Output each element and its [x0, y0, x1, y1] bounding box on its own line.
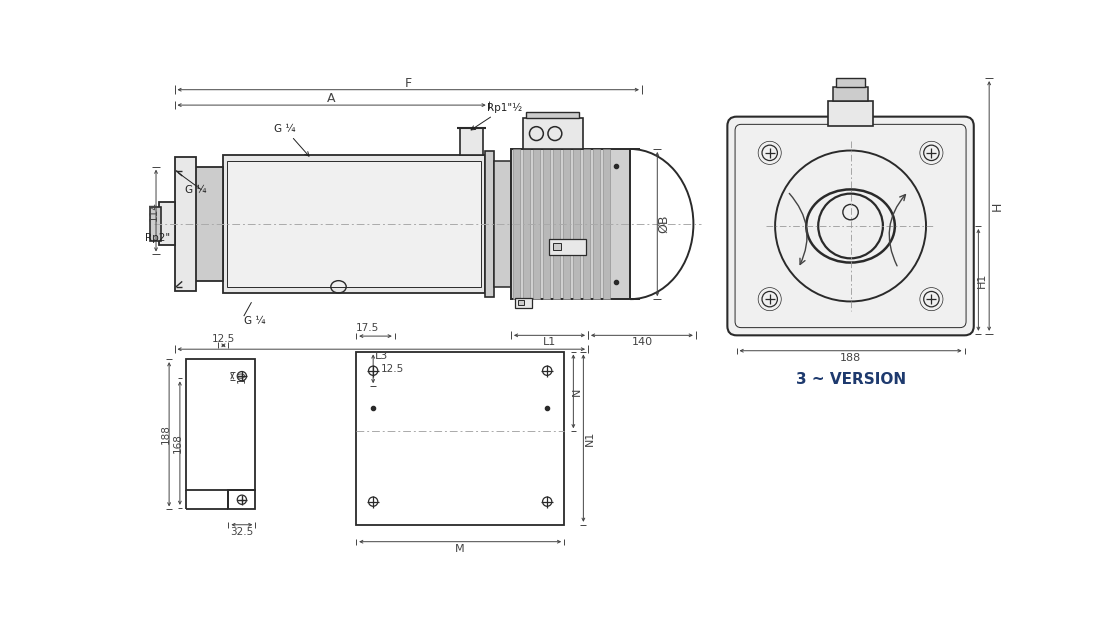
Bar: [226, 161, 481, 287]
Text: 12.5: 12.5: [212, 334, 235, 344]
Bar: [592, 149, 600, 299]
Bar: [737, 326, 964, 334]
Text: 168: 168: [173, 433, 183, 453]
Bar: [513, 149, 521, 299]
Bar: [523, 149, 531, 299]
Bar: [553, 243, 561, 250]
Text: L1: L1: [543, 337, 556, 347]
Bar: [494, 161, 511, 287]
Bar: [573, 149, 580, 299]
Text: 140: 140: [631, 337, 652, 347]
Text: N: N: [572, 387, 582, 396]
Bar: [550, 240, 586, 255]
Text: F: F: [405, 77, 411, 90]
Bar: [833, 87, 869, 101]
Bar: [828, 101, 873, 126]
Bar: [175, 157, 196, 291]
Text: 188: 188: [161, 424, 171, 444]
Text: H1: H1: [977, 272, 987, 288]
Bar: [223, 155, 485, 293]
FancyBboxPatch shape: [727, 117, 973, 336]
Text: 17.5: 17.5: [356, 324, 379, 334]
Bar: [515, 298, 532, 308]
Bar: [356, 351, 564, 525]
Bar: [511, 149, 630, 299]
Bar: [460, 128, 483, 155]
Bar: [159, 202, 175, 245]
Text: 12.5: 12.5: [381, 364, 404, 374]
Text: ØB: ØB: [657, 215, 670, 233]
Text: 32.5: 32.5: [231, 526, 253, 537]
Bar: [518, 300, 524, 305]
Bar: [192, 167, 223, 281]
Text: G ¼: G ¼: [184, 185, 206, 195]
Text: G ¼: G ¼: [274, 124, 309, 156]
Bar: [186, 359, 255, 490]
Bar: [523, 118, 583, 149]
Text: H: H: [990, 201, 1004, 210]
Text: 188: 188: [840, 353, 861, 363]
Bar: [563, 149, 570, 299]
Text: G ¼: G ¼: [244, 316, 265, 326]
Bar: [583, 149, 590, 299]
Bar: [533, 149, 541, 299]
Text: 10: 10: [236, 370, 246, 383]
Bar: [836, 78, 865, 87]
Text: N1: N1: [584, 430, 594, 446]
Text: A: A: [328, 92, 336, 106]
Text: 114: 114: [148, 200, 158, 221]
Text: Rp1"½: Rp1"½: [472, 103, 522, 130]
Bar: [485, 151, 494, 297]
Text: M: M: [455, 544, 465, 554]
Bar: [602, 149, 610, 299]
Bar: [149, 207, 162, 241]
Bar: [543, 149, 551, 299]
Bar: [229, 490, 255, 509]
Bar: [553, 149, 560, 299]
Text: Rp2": Rp2": [145, 233, 171, 243]
Text: 3 ~ VERSION: 3 ~ VERSION: [795, 372, 905, 387]
Text: L3: L3: [375, 351, 388, 361]
Bar: [526, 112, 579, 118]
